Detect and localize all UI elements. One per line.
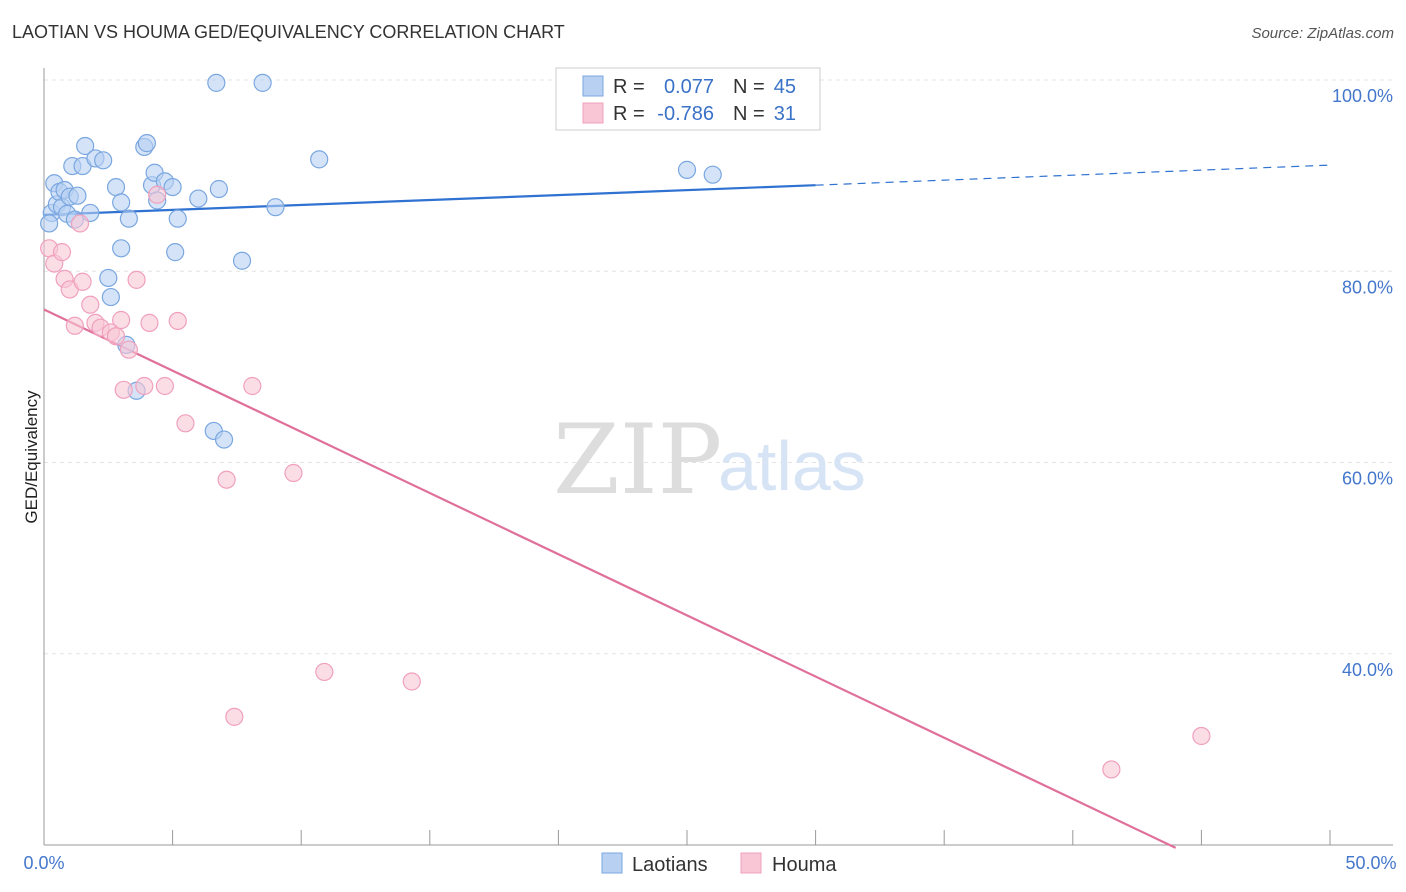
stats-legend: R = 0.077 N = 45 R = -0.786 N = 31 [555, 67, 821, 131]
legend-n-value-0: 45 [774, 76, 796, 98]
point-laotians-30 [163, 178, 182, 197]
point-laotians-42 [677, 160, 697, 179]
point-laotians-16 [99, 268, 118, 288]
point-houma-25 [243, 376, 262, 396]
point-laotians-43 [703, 165, 722, 184]
legend-r-label-0: R = [613, 76, 645, 98]
watermark: ZIP atlas [553, 404, 866, 516]
point-houma-23 [217, 470, 236, 489]
point-houma-27 [315, 662, 334, 682]
point-houma-17 [135, 376, 154, 396]
point-laotians-15 [94, 151, 113, 170]
point-houma-8 [81, 295, 100, 314]
data-points [40, 73, 1211, 779]
legend-swatch-laotians [582, 75, 604, 97]
point-laotians-35 [207, 73, 226, 92]
point-houma-29 [1102, 760, 1121, 779]
legend-swatch-houma [582, 102, 604, 124]
trend-line-laotians [43, 184, 816, 216]
point-laotians-41 [310, 150, 329, 169]
point-laotians-18 [106, 178, 126, 197]
point-laotians-20 [112, 239, 131, 258]
series-legend-swatch-houma [740, 852, 762, 874]
point-houma-6 [70, 214, 90, 233]
point-laotians-19 [112, 193, 131, 212]
legend-n-label-0: N = [733, 76, 765, 98]
legend-r-value-0: 0.077 [664, 76, 714, 98]
point-houma-22 [176, 414, 195, 433]
x-tick-label-1: 50.0% [1345, 853, 1396, 873]
point-laotians-33 [189, 189, 208, 208]
source-label: Source: ZipAtlas.com [1251, 25, 1394, 42]
y-tick-label-80: 80.0% [1342, 277, 1393, 297]
point-laotians-31 [166, 243, 185, 262]
grid-lines [44, 79, 1393, 655]
point-laotians-40 [266, 198, 285, 217]
point-houma-5 [65, 316, 84, 335]
y-tick-labels: 40.0% 60.0% 80.0% 100.0% [1332, 86, 1393, 680]
point-laotians-44 [40, 214, 59, 233]
trend-lines [43, 164, 1331, 849]
legend-n-label-1: N = [733, 103, 765, 125]
watermark-zip: ZIP [553, 404, 722, 516]
point-houma-24 [225, 707, 244, 726]
point-houma-26 [284, 463, 303, 483]
point-laotians-22 [119, 209, 138, 228]
point-houma-21 [168, 311, 187, 331]
legend-r-value-1: -0.786 [657, 103, 714, 125]
trend-line-houma [43, 308, 1177, 849]
point-laotians-38 [232, 251, 252, 270]
legend-r-label-1: R = [613, 103, 645, 125]
series-legend-swatch-laotians [601, 852, 623, 874]
x-tick-label-0: 0.0% [23, 853, 64, 873]
point-laotians-10 [68, 186, 87, 205]
point-houma-2 [52, 243, 72, 262]
series-legend: Laotians Houma [601, 852, 837, 876]
point-laotians-37 [214, 430, 234, 449]
point-houma-12 [106, 327, 126, 346]
point-houma-30 [1192, 726, 1211, 746]
chart-title: LAOTIAN VS HOUMA GED/EQUIVALENCY CORRELA… [12, 22, 565, 42]
point-houma-13 [112, 310, 131, 330]
series-legend-label-houma: Houma [772, 854, 837, 876]
series-legend-label-laotians: Laotians [632, 854, 708, 876]
y-tick-label-100: 100.0% [1332, 86, 1393, 106]
point-houma-20 [155, 376, 174, 396]
point-laotians-25 [137, 134, 156, 153]
y-tick-label-40: 40.0% [1342, 660, 1393, 680]
point-laotians-32 [168, 209, 187, 228]
y-axis-label: GED/Equivalency [22, 390, 41, 524]
point-laotians-39 [253, 73, 272, 92]
watermark-atlas: atlas [718, 427, 866, 505]
point-laotians-36 [209, 179, 228, 199]
legend-n-value-1: 31 [774, 103, 796, 125]
point-houma-15 [119, 340, 138, 359]
point-houma-7 [73, 272, 92, 291]
point-laotians-17 [101, 287, 120, 307]
point-houma-19 [148, 185, 167, 204]
point-laotians-12 [76, 136, 95, 156]
point-houma-18 [140, 313, 159, 332]
trend-line-extension-laotians [815, 164, 1331, 186]
y-tick-label-60: 60.0% [1342, 469, 1393, 489]
point-houma-16 [127, 270, 146, 289]
x-ticks [43, 830, 1331, 845]
point-houma-28 [402, 672, 421, 691]
point-houma-14 [114, 380, 133, 399]
